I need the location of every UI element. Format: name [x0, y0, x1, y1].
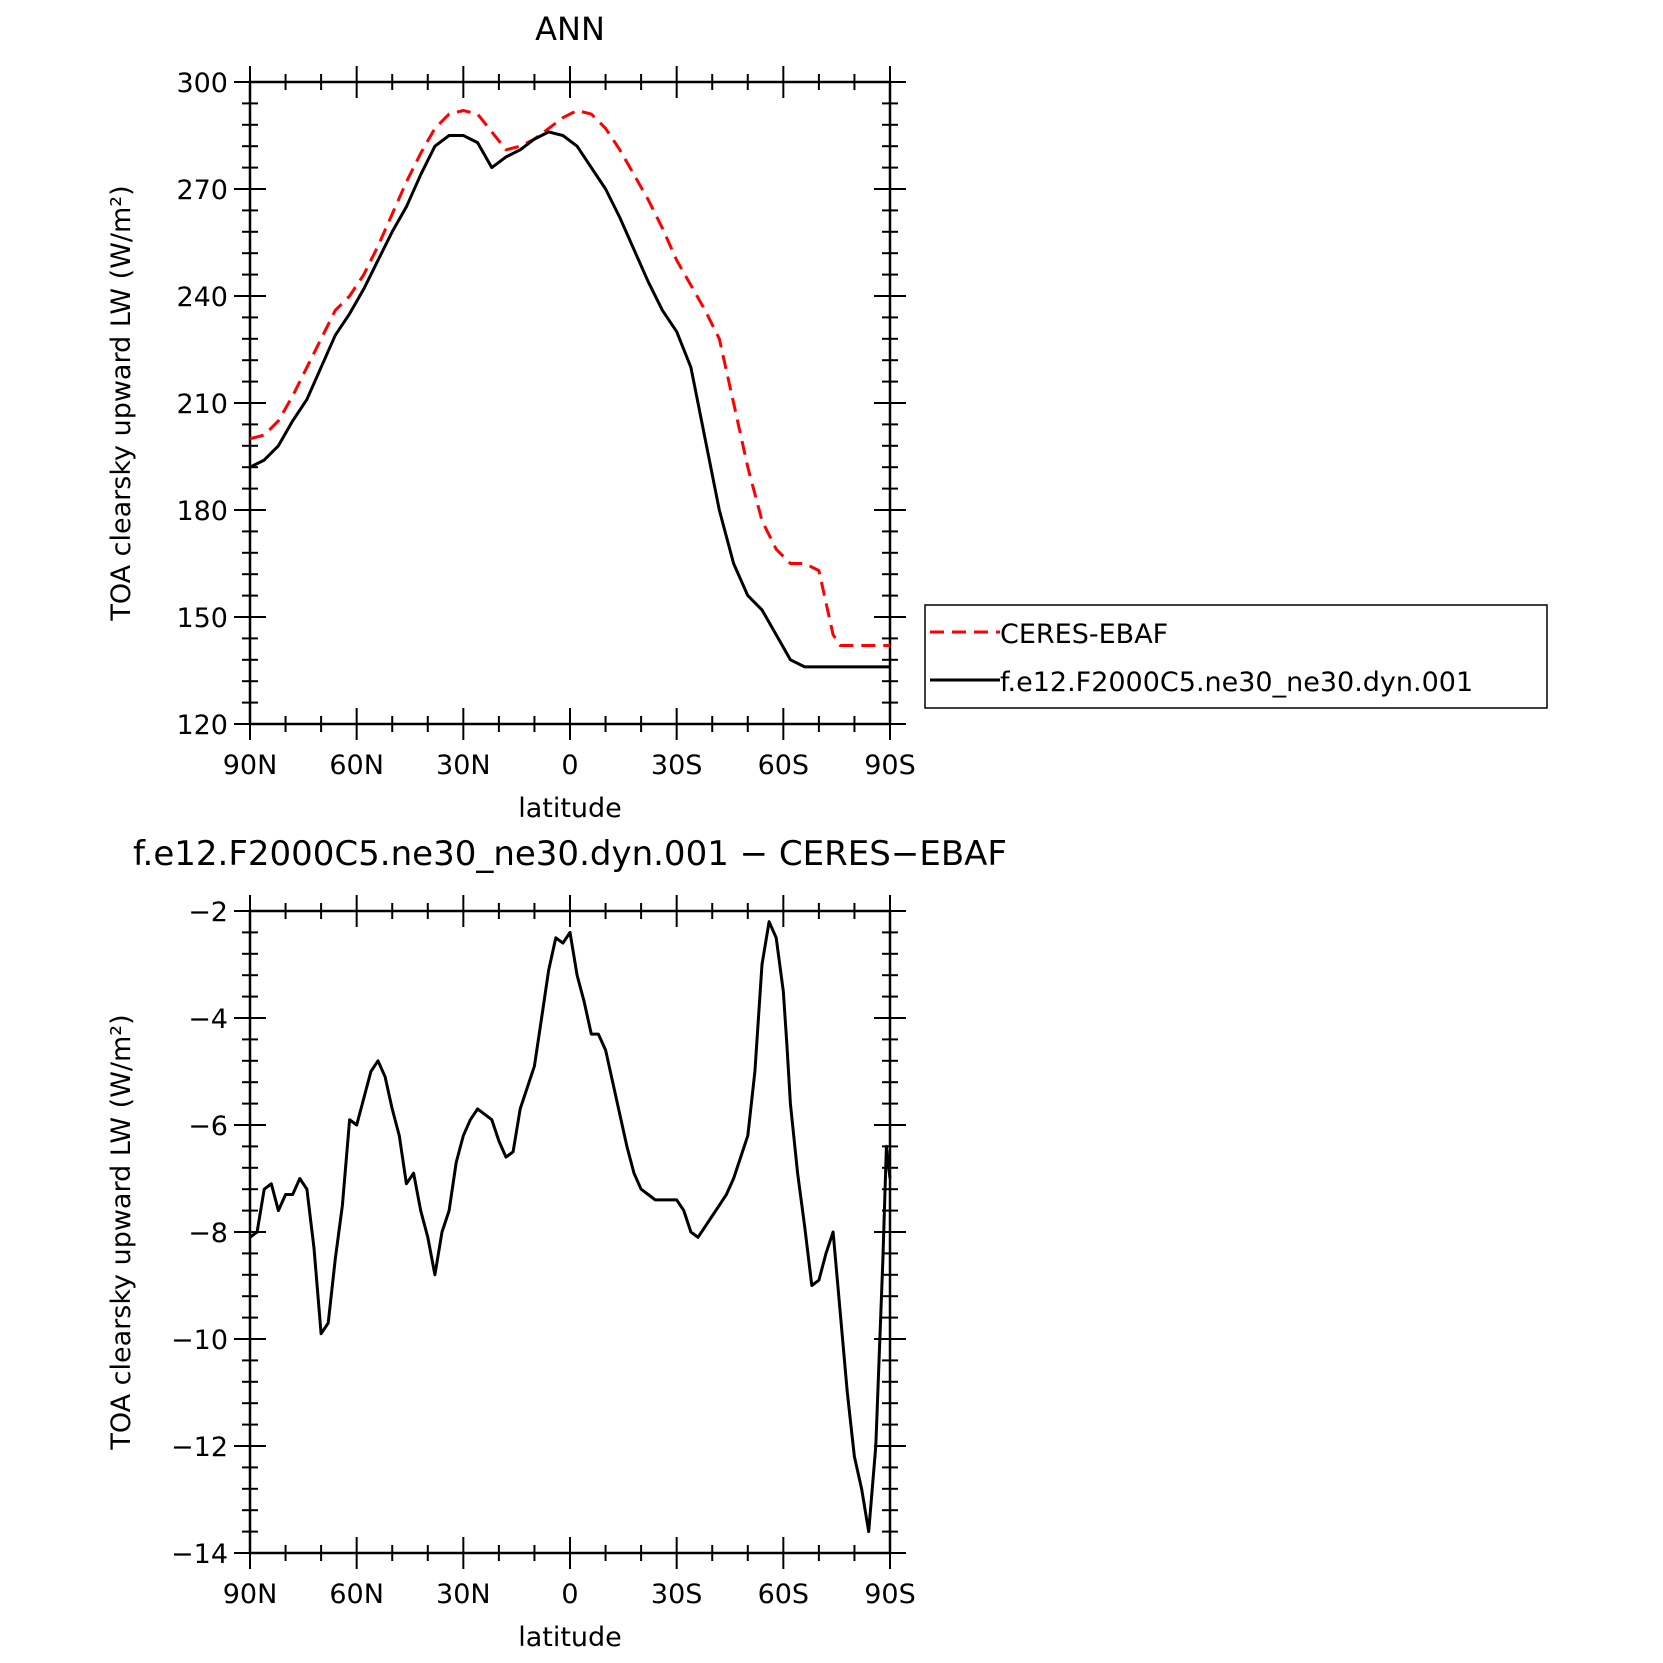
- bottom-chart-title: f.e12.F2000C5.ne30_ne30.dyn.001 − CERES−…: [133, 834, 1007, 874]
- top-series-line-0: [249, 109, 890, 647]
- bottom-x-tick-label: 30N: [436, 1579, 491, 1610]
- top-chart-title: ANN: [535, 10, 605, 48]
- top-y-tick-label: 210: [176, 389, 228, 420]
- legend-label-ceres: CERES-EBAF: [1000, 619, 1168, 650]
- bottom-x-tick-label: 90S: [864, 1579, 916, 1610]
- bottom-y-tick-label: −8: [188, 1218, 228, 1249]
- top-y-axis-label: TOA clearsky upward LW (W/m²): [106, 185, 137, 621]
- top-x-axis-label: latitude: [518, 793, 622, 824]
- bottom-x-tick-label: 60N: [329, 1579, 384, 1610]
- top-x-tick-label: 90N: [223, 750, 278, 781]
- bottom-y-tick-label: −10: [171, 1325, 228, 1356]
- top-y-tick-label: 120: [176, 710, 228, 741]
- bottom-y-tick-label: −4: [188, 1004, 228, 1035]
- bottom-plot-frame: [248, 909, 892, 1555]
- top-x-tick-label: 30N: [436, 750, 491, 781]
- bottom-y-tick-label: −12: [171, 1432, 228, 1463]
- top-y-tick-label: 240: [176, 282, 228, 313]
- top-y-tick-label: 300: [176, 68, 228, 99]
- top-x-tick-label: 0: [561, 750, 578, 781]
- top-x-tick-label: 60N: [329, 750, 384, 781]
- bottom-x-tick-label: 90N: [223, 1579, 278, 1610]
- bottom-series-line-0: [249, 920, 892, 1534]
- top-y-tick-label: 150: [176, 603, 228, 634]
- bottom-x-tick-label: 60S: [758, 1579, 810, 1610]
- bottom-x-tick-label: 30S: [651, 1579, 703, 1610]
- bottom-x-axis-label: latitude: [518, 1622, 622, 1653]
- top-line-chart: ANN TOA clearsky upward LW (W/m²) latitu…: [106, 10, 916, 824]
- bottom-y-tick-label: −6: [188, 1111, 228, 1142]
- legend: CERES-EBAF f.e12.F2000C5.ne30_ne30.dyn.0…: [924, 604, 1548, 709]
- top-x-tick-label: 90S: [864, 750, 916, 781]
- bottom-x-tick-label: 0: [561, 1579, 578, 1610]
- top-chart-marks: 120 150 180 210 240 270 300 90N 60N 30N 0 30S 60S 90S: [176, 66, 916, 781]
- top-y-tick-label: 180: [176, 496, 228, 527]
- top-series-line-1: [249, 130, 890, 669]
- legend-label-model: f.e12.F2000C5.ne30_ne30.dyn.001: [1000, 667, 1473, 698]
- bottom-chart-marks: −14 −12 −10 −8 −6 −4 −2 90N 60N 30N 0 30S 60S 90S: [171, 895, 916, 1610]
- top-x-tick-label: 30S: [651, 750, 703, 781]
- top-y-tick-label: 270: [176, 175, 228, 206]
- bottom-y-tick-label: −2: [188, 897, 228, 928]
- bottom-y-tick-label: −14: [171, 1539, 228, 1570]
- top-plot-frame: [248, 80, 892, 726]
- bottom-difference-chart: f.e12.F2000C5.ne30_ne30.dyn.001 − CERES−…: [106, 834, 1007, 1653]
- bottom-y-axis-label: TOA clearsky upward LW (W/m²): [106, 1014, 137, 1450]
- top-x-tick-label: 60S: [758, 750, 810, 781]
- legend-box: [924, 604, 1548, 709]
